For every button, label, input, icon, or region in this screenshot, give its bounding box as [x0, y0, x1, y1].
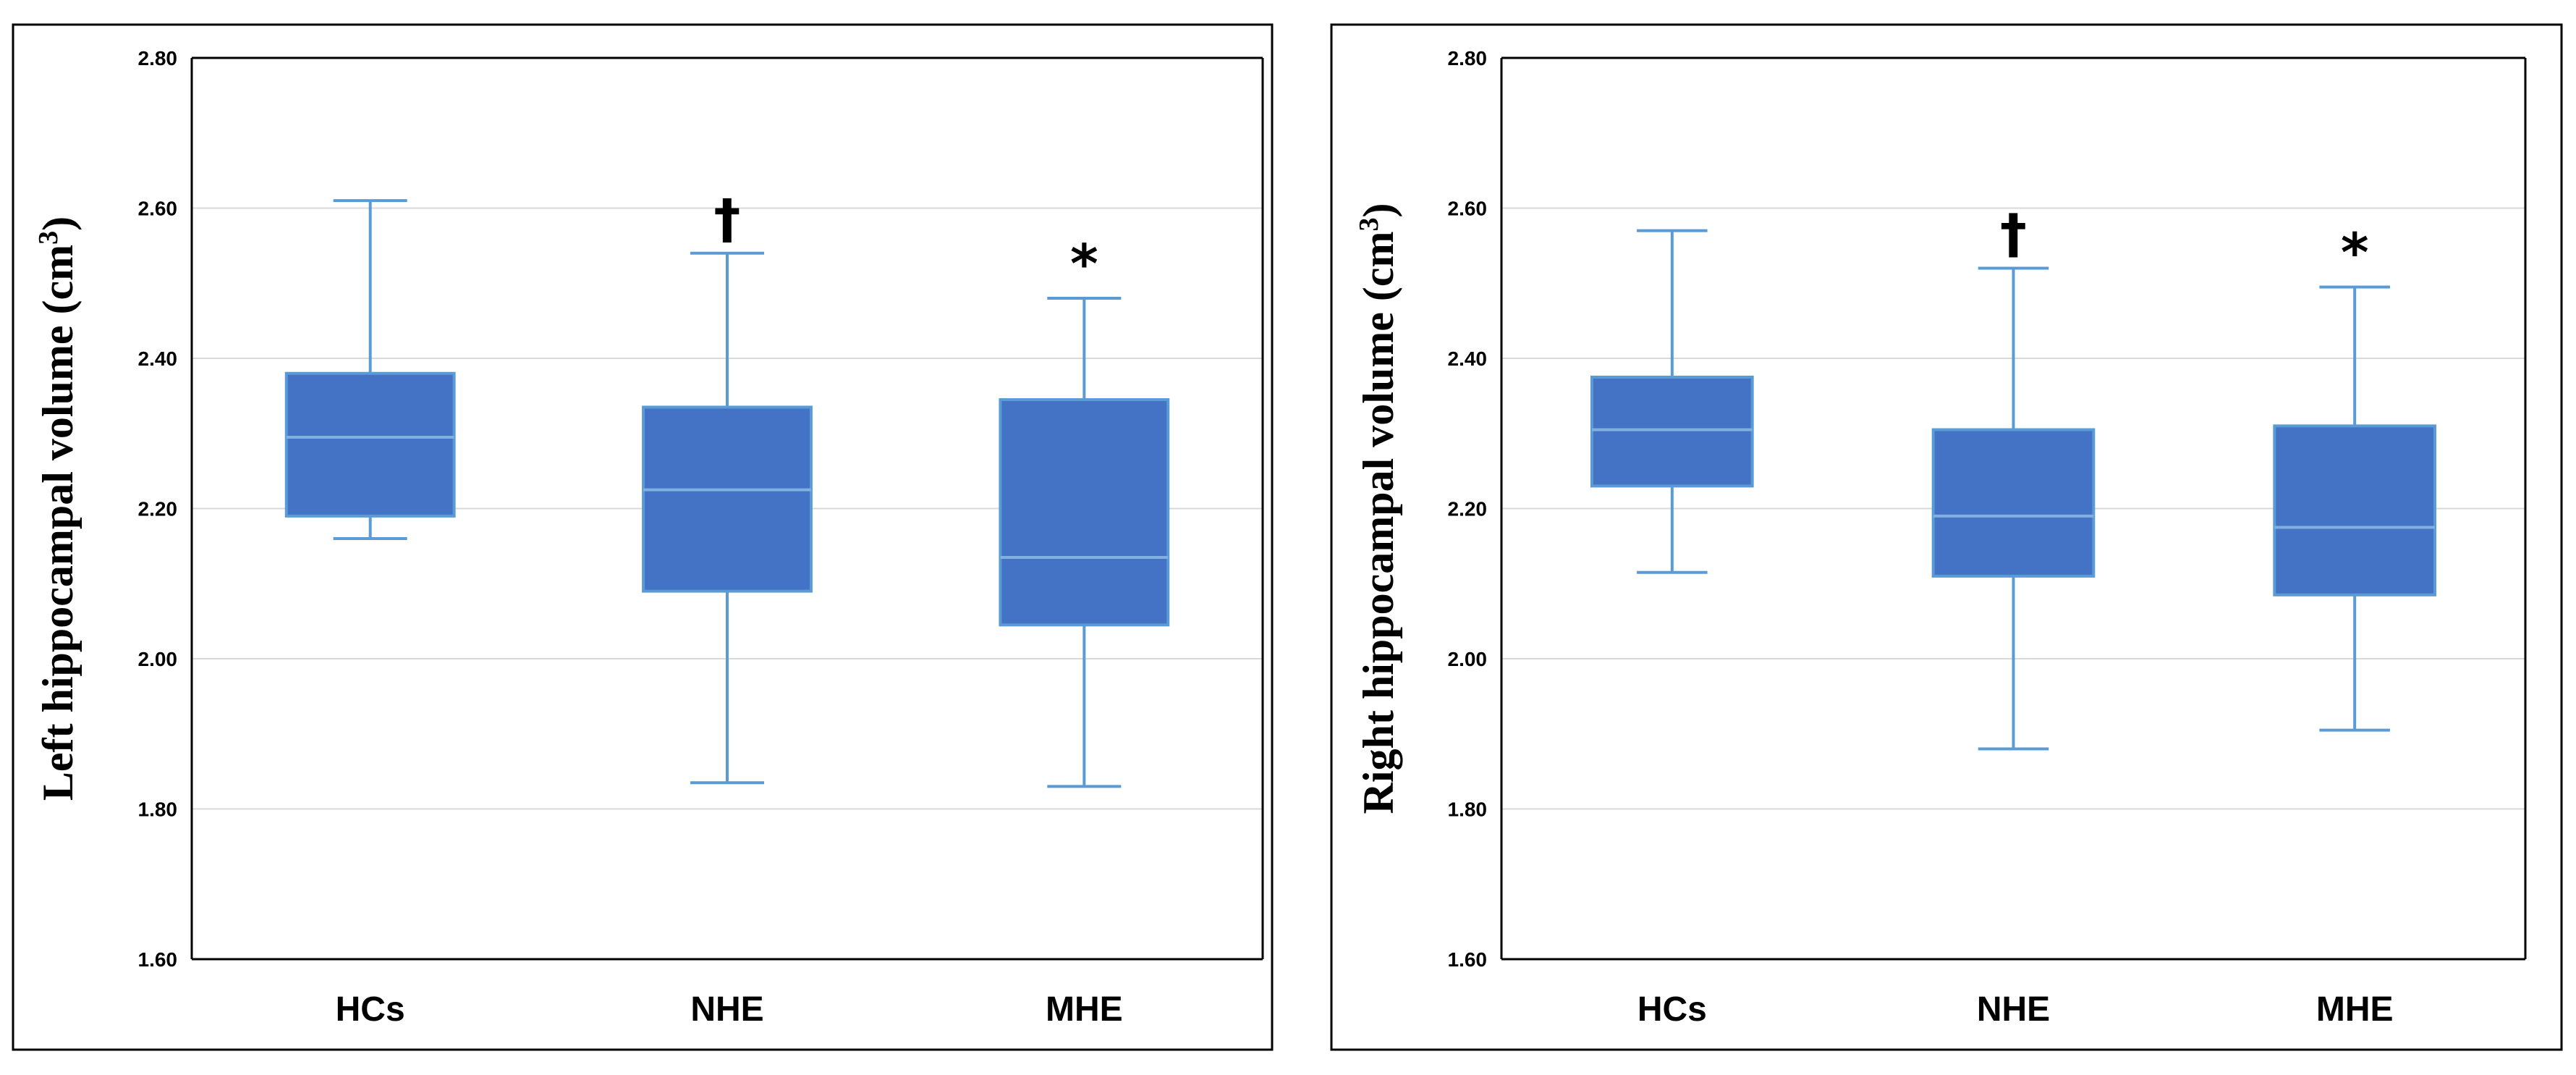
box-iqr — [999, 398, 1170, 627]
boxplot-nhe: † — [642, 188, 813, 785]
y-tick-label: 2.00 — [1448, 648, 1488, 670]
box-iqr — [1590, 375, 1754, 488]
boxplot-nhe: † — [1931, 203, 2096, 751]
y-tick-label: 2.20 — [1448, 498, 1488, 520]
boxplot-hcs — [284, 199, 456, 540]
box-iqr — [2273, 424, 2437, 596]
y-tick-label: 2.40 — [1448, 347, 1488, 370]
y-axis-label-superscript: 3 — [1354, 217, 1384, 231]
box-iqr — [284, 371, 456, 518]
left-hippocampal-chart: 1.60 1.80 2.00 2.20 2.40 2.60 2.80 Left hippoca… — [12, 23, 1274, 1051]
y-tick-label: 2.20 — [138, 498, 178, 520]
y-tick-label: 2.00 — [138, 648, 178, 670]
y-tick-label: 2.40 — [138, 347, 178, 370]
box-iqr — [642, 405, 813, 593]
significance-marker: † — [714, 188, 741, 250]
y-axis-label-close: ) — [1355, 203, 1402, 217]
y-axis-label-superscript: 3 — [33, 231, 64, 245]
boxplot-hcs — [1590, 229, 1754, 574]
boxplot-mhe: * — [2273, 222, 2437, 732]
category-label-hcs: HCs — [1637, 990, 1707, 1029]
y-tick-label: 1.60 — [1448, 948, 1488, 971]
y-axis-label-text: Right hippocampal volume (cm — [1355, 231, 1402, 814]
significance-marker: * — [2341, 222, 2369, 284]
y-tick-label: 2.80 — [138, 47, 178, 69]
box-iqr — [1931, 428, 2096, 578]
significance-marker: * — [1070, 233, 1098, 295]
y-axis-label-text: Left hippocampal volume (cm — [34, 245, 82, 801]
y-axis-label-close: ) — [34, 216, 82, 231]
y-tick-label: 2.60 — [1448, 198, 1488, 220]
right-hippocampal-chart: 1.60 1.80 2.00 2.20 2.40 2.60 2.80 Right hippoc… — [1330, 23, 2563, 1051]
y-tick-label: 1.60 — [138, 948, 178, 971]
y-tick-label: 1.80 — [1448, 798, 1488, 821]
boxplot-mhe: * — [999, 233, 1170, 788]
category-label-mhe: MHE — [2316, 990, 2394, 1029]
significance-marker: † — [2000, 203, 2027, 266]
category-label-mhe: MHE — [1046, 990, 1123, 1029]
y-tick-label: 2.60 — [138, 198, 178, 220]
category-label-hcs: HCs — [336, 990, 405, 1029]
category-label-nhe: NHE — [1977, 990, 2050, 1029]
y-axis-label: Left hippocampal volume (cm3) — [33, 216, 82, 801]
y-tick-label: 1.80 — [138, 798, 178, 821]
y-tick-label: 2.80 — [1448, 47, 1488, 69]
y-axis-label: Right hippocampal volume (cm3) — [1354, 203, 1402, 814]
category-label-nhe: NHE — [690, 990, 763, 1029]
